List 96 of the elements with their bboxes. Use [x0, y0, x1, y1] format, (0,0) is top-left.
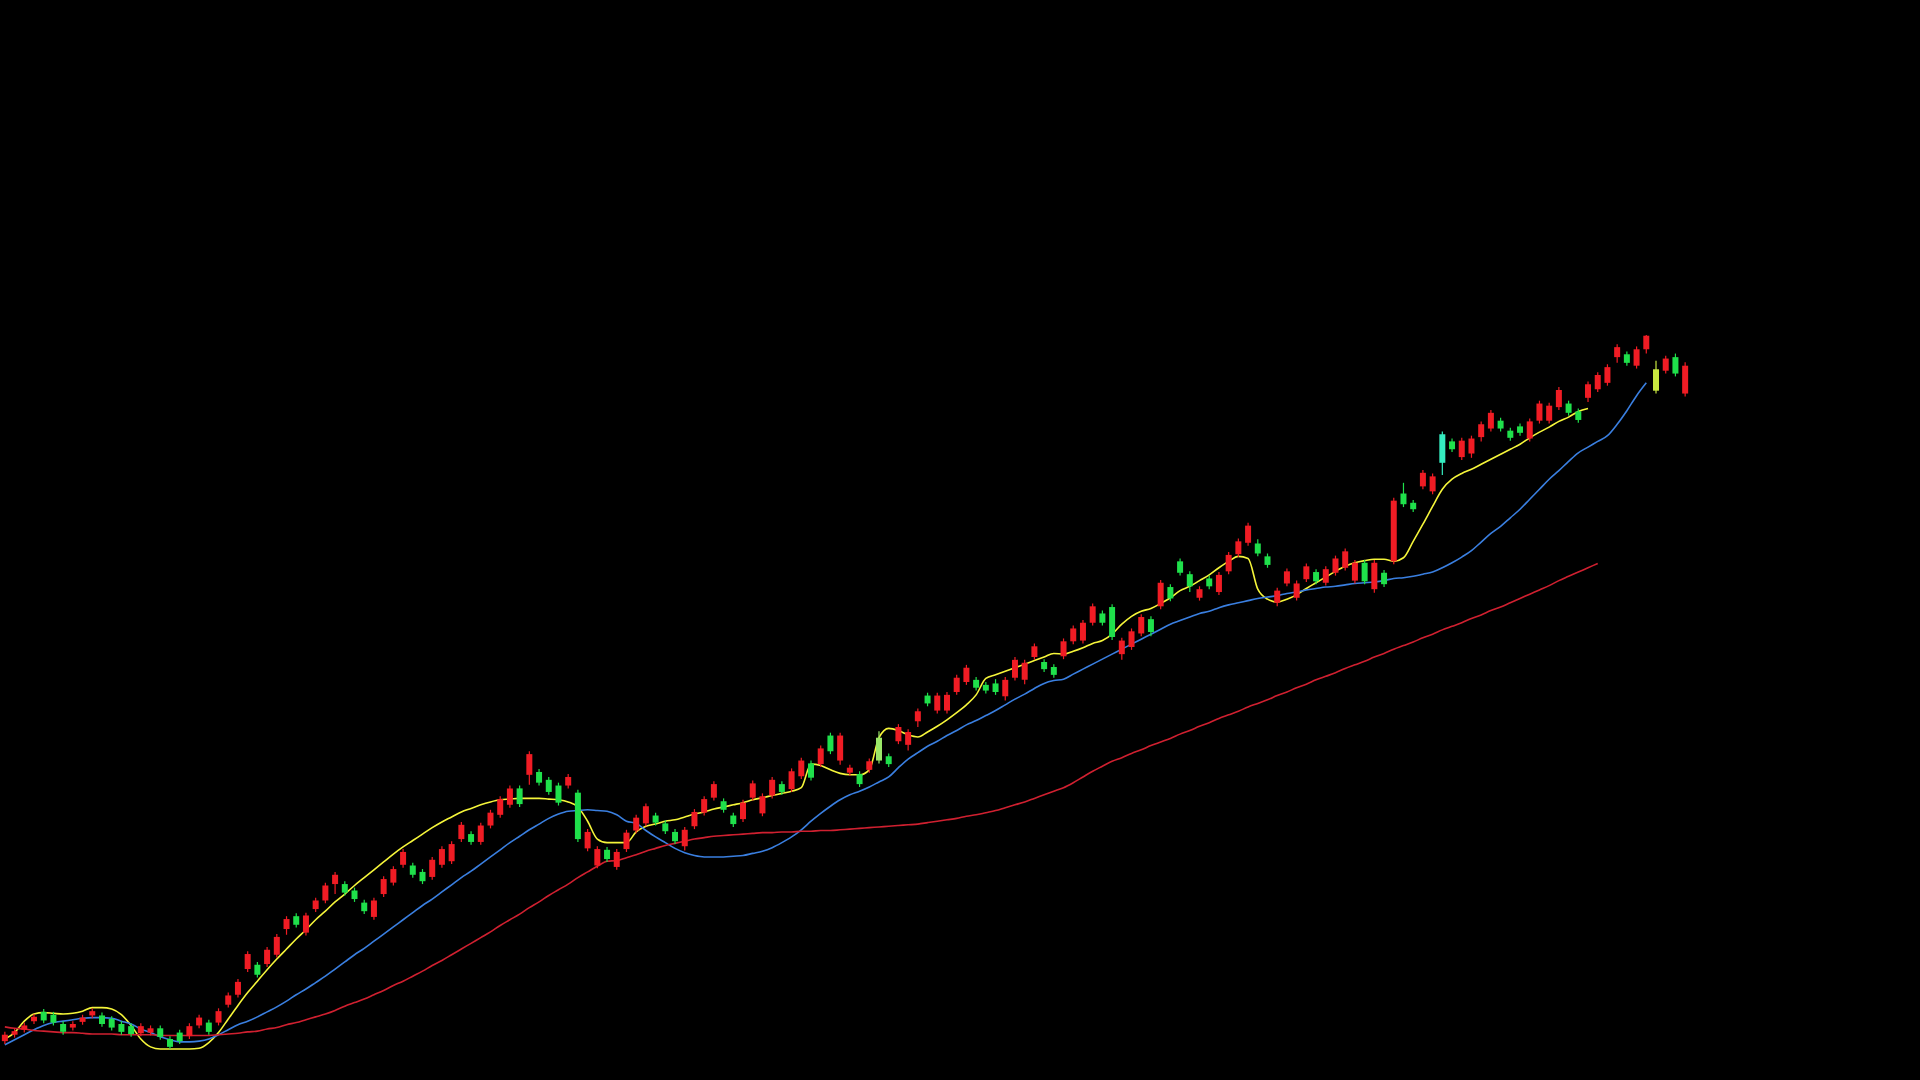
candlestick [370, 897, 377, 921]
candlestick [769, 776, 776, 799]
candlestick [526, 750, 533, 786]
candlestick [594, 845, 601, 869]
candlestick [1526, 417, 1533, 442]
candlestick [1235, 537, 1242, 558]
candlestick [1468, 435, 1475, 459]
candlestick [875, 730, 882, 764]
candlestick [1536, 400, 1543, 425]
candlestick [1400, 482, 1407, 508]
candlestick [1186, 570, 1193, 593]
candlestick [1633, 345, 1640, 370]
candlestick [1274, 587, 1281, 607]
candlestick [1478, 420, 1485, 442]
candlestick [642, 802, 649, 827]
candlestick [400, 848, 407, 869]
candlestick [1585, 380, 1592, 403]
candlestick [1157, 579, 1164, 610]
candlestick [953, 674, 960, 696]
candlestick [322, 882, 329, 904]
candlestick [1322, 565, 1329, 587]
candlestick [244, 950, 251, 973]
candlestick [438, 845, 445, 869]
candlestick [1245, 522, 1252, 547]
candlestick [555, 782, 562, 807]
candlestick [302, 912, 309, 937]
candlestick [1225, 551, 1232, 575]
candlestick [273, 933, 280, 959]
candlestick [808, 759, 815, 782]
candlestick [701, 795, 708, 817]
candlestick [1303, 562, 1310, 583]
candlestick [1293, 580, 1300, 602]
candlestick [759, 792, 766, 817]
candlestick [1614, 343, 1621, 364]
candlestick [497, 795, 504, 819]
candlestick [1643, 334, 1650, 355]
candlestick [895, 723, 902, 745]
candlestick [1487, 409, 1494, 432]
candlestick [477, 822, 484, 846]
candlestick [710, 780, 717, 802]
candlestick [264, 946, 271, 968]
candlestick [506, 784, 513, 809]
candlestick [1138, 613, 1145, 637]
candlestick [740, 799, 747, 823]
candlestick [584, 828, 591, 852]
candlestick [487, 809, 494, 829]
candlestick [429, 856, 436, 881]
candlestick [516, 784, 523, 808]
candlestick [798, 757, 805, 780]
candlestick [1672, 352, 1679, 378]
candlestick [1342, 547, 1349, 572]
candlestick [1070, 625, 1077, 645]
candlestick [1011, 656, 1018, 682]
candlestick [234, 978, 241, 999]
candlestick [963, 664, 970, 686]
candlestick [1002, 676, 1009, 702]
candlestick [1332, 555, 1339, 577]
candlestick [1546, 402, 1553, 425]
candlestick [691, 808, 698, 830]
candlestick [1079, 619, 1086, 645]
candlestick [458, 821, 465, 843]
candlestick [749, 779, 756, 802]
candlestick [1215, 571, 1222, 596]
candlestick [827, 732, 834, 755]
candlestick [1060, 637, 1067, 660]
candlestick [934, 692, 941, 715]
candlestick [1653, 360, 1660, 395]
candlestick [681, 826, 688, 852]
candlestick [1419, 469, 1426, 490]
candlestick [1594, 371, 1601, 393]
candlestick [390, 865, 397, 887]
candlestick [943, 691, 950, 715]
candlestick [817, 744, 824, 768]
candlestick [380, 875, 387, 898]
candlestick [1021, 659, 1028, 685]
candlestick [846, 764, 853, 777]
candlestick [1147, 615, 1154, 637]
candlestick [1458, 437, 1465, 461]
candlestick [623, 829, 630, 853]
candlestick [1089, 602, 1096, 627]
candlestick [448, 840, 455, 865]
candlestick [283, 915, 290, 936]
candlestick [613, 848, 620, 871]
candlestick [905, 728, 912, 752]
candlestick [332, 871, 339, 895]
candlestick [1351, 559, 1358, 585]
candlestick [914, 707, 921, 728]
candlestick [30, 1013, 37, 1025]
candlestick [788, 767, 795, 793]
candlestick [1118, 637, 1125, 661]
candlestick [1555, 386, 1562, 411]
candlestick [633, 814, 640, 834]
candlestick [1128, 627, 1135, 651]
candlestick [1361, 559, 1368, 585]
candlestick [1604, 363, 1611, 387]
candlestick [1429, 472, 1436, 495]
